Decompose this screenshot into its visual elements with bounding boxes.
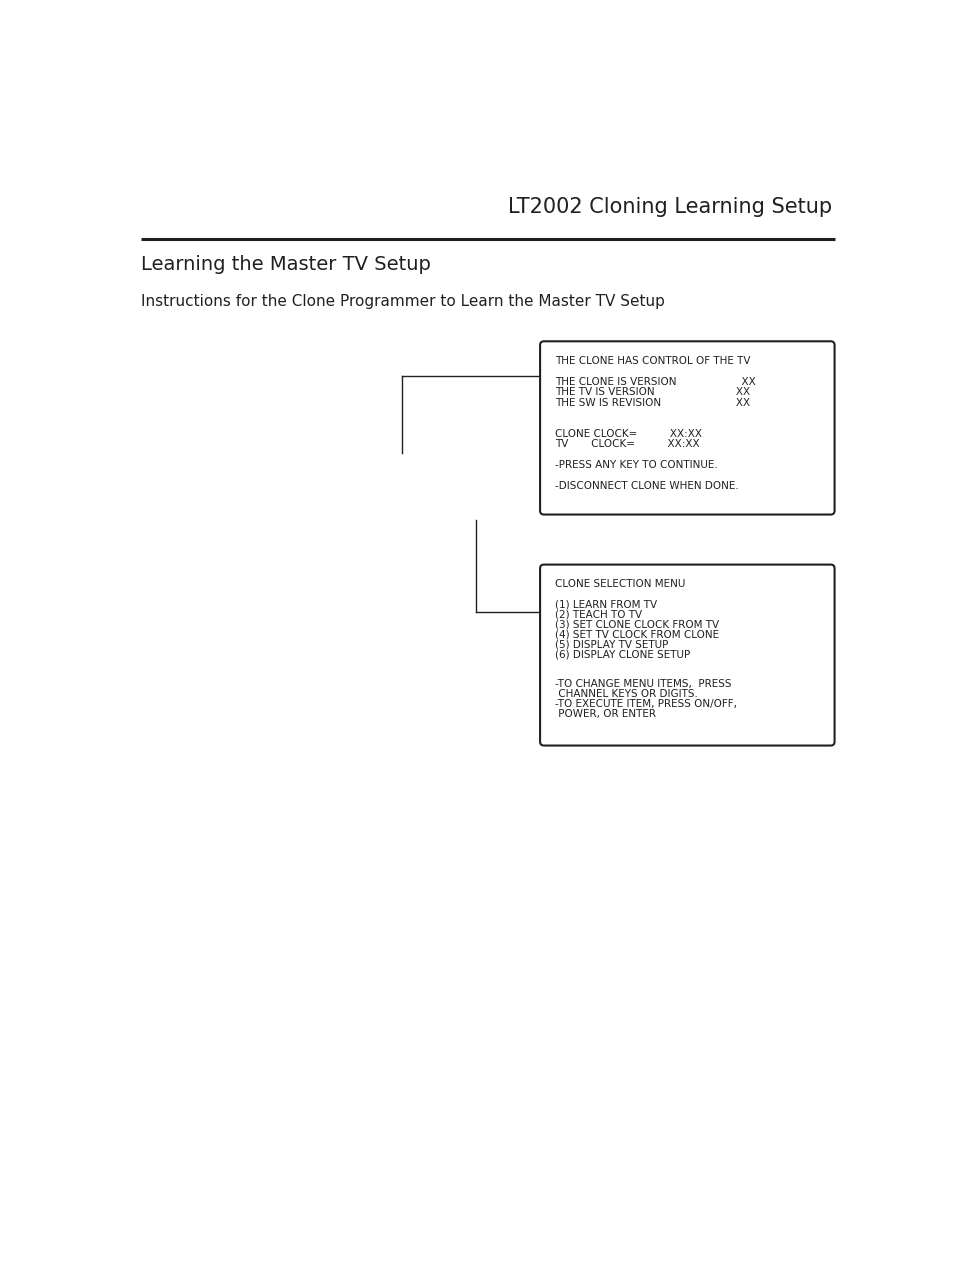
Text: LT2002 Cloning Learning Setup: LT2002 Cloning Learning Setup — [508, 197, 831, 218]
Text: -TO CHANGE MENU ITEMS,  PRESS: -TO CHANGE MENU ITEMS, PRESS — [555, 679, 731, 689]
Text: (1) LEARN FROM TV: (1) LEARN FROM TV — [555, 599, 657, 609]
Text: THE SW IS REVISION                       XX: THE SW IS REVISION XX — [555, 397, 749, 407]
FancyBboxPatch shape — [539, 341, 834, 515]
Text: -TO EXECUTE ITEM, PRESS ON/OFF,: -TO EXECUTE ITEM, PRESS ON/OFF, — [555, 700, 736, 710]
Text: (5) DISPLAY TV SETUP: (5) DISPLAY TV SETUP — [555, 640, 667, 649]
Text: POWER, OR ENTER: POWER, OR ENTER — [555, 710, 655, 720]
Text: THE CLONE IS VERSION                    XX: THE CLONE IS VERSION XX — [555, 377, 755, 387]
Text: THE CLONE HAS CONTROL OF THE TV: THE CLONE HAS CONTROL OF THE TV — [555, 356, 749, 366]
Text: TV       CLOCK=          XX:XX: TV CLOCK= XX:XX — [555, 439, 699, 449]
Text: (6) DISPLAY CLONE SETUP: (6) DISPLAY CLONE SETUP — [555, 649, 689, 659]
Text: (3) SET CLONE CLOCK FROM TV: (3) SET CLONE CLOCK FROM TV — [555, 619, 719, 630]
Text: THE TV IS VERSION                         XX: THE TV IS VERSION XX — [555, 387, 749, 397]
FancyBboxPatch shape — [539, 565, 834, 745]
Text: CHANNEL KEYS OR DIGITS.: CHANNEL KEYS OR DIGITS. — [555, 689, 697, 700]
Text: (2) TEACH TO TV: (2) TEACH TO TV — [555, 609, 641, 619]
Text: Learning the Master TV Setup: Learning the Master TV Setup — [141, 256, 431, 273]
Text: -DISCONNECT CLONE WHEN DONE.: -DISCONNECT CLONE WHEN DONE. — [555, 481, 738, 491]
Text: Instructions for the Clone Programmer to Learn the Master TV Setup: Instructions for the Clone Programmer to… — [141, 294, 664, 309]
Text: (4) SET TV CLOCK FROM CLONE: (4) SET TV CLOCK FROM CLONE — [555, 630, 719, 640]
Text: -PRESS ANY KEY TO CONTINUE.: -PRESS ANY KEY TO CONTINUE. — [555, 460, 717, 469]
Text: CLONE CLOCK=          XX:XX: CLONE CLOCK= XX:XX — [555, 429, 701, 439]
Text: CLONE SELECTION MENU: CLONE SELECTION MENU — [555, 579, 684, 589]
